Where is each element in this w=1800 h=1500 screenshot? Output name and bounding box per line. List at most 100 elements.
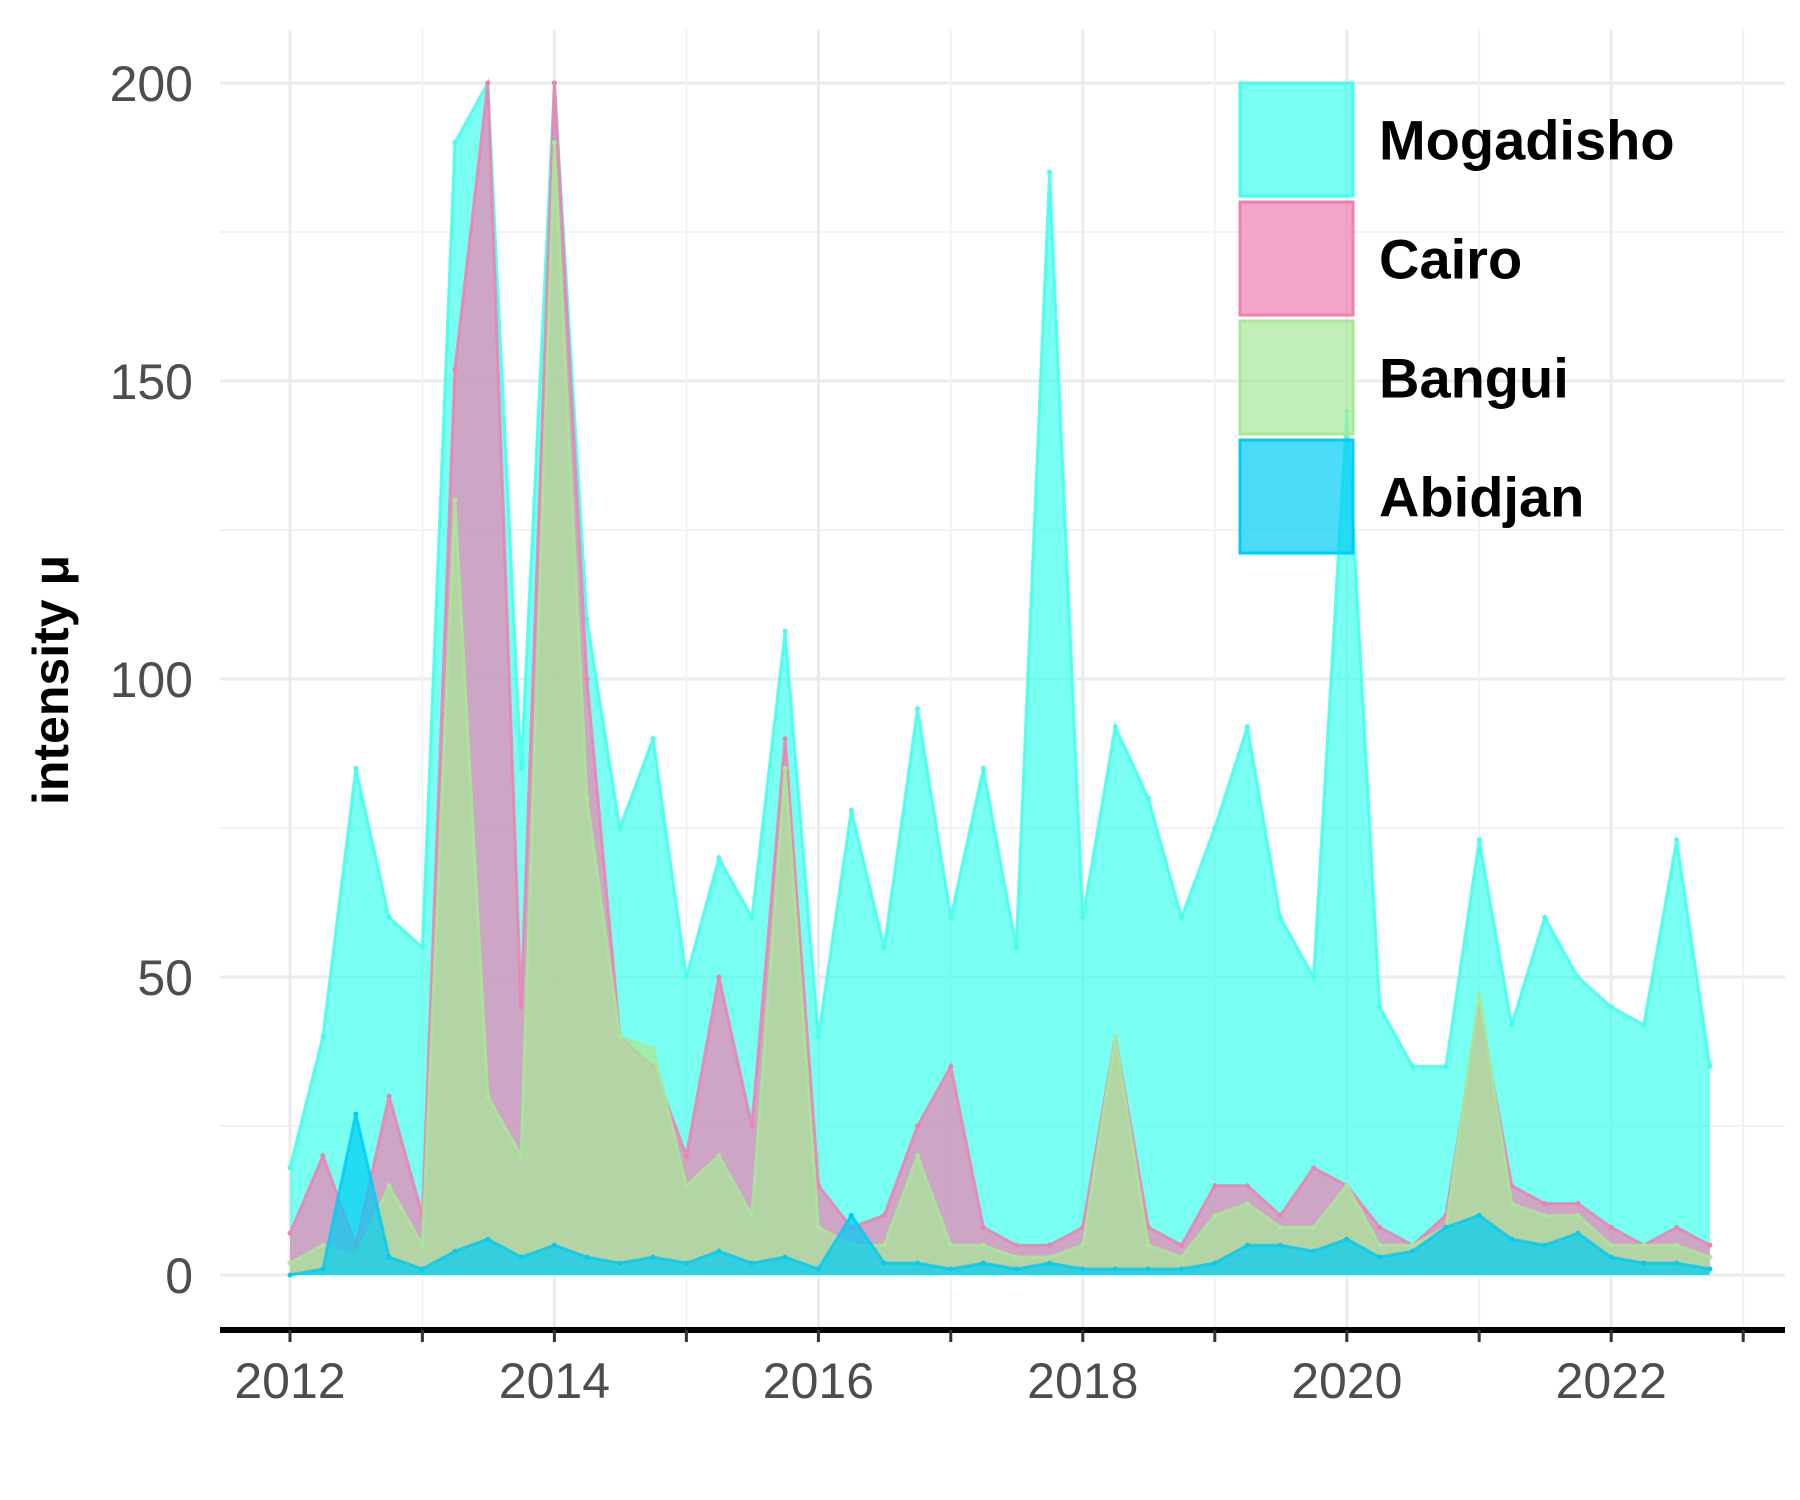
point-mogadisho — [1277, 914, 1283, 920]
legend-swatch-bangui — [1238, 319, 1355, 436]
point-abidjan — [848, 1212, 854, 1218]
x-axis: 2012 2014 2016 2018 2020 2022 — [220, 1327, 1785, 1409]
y-tick-label: 50 — [137, 950, 193, 1006]
point-abidjan — [782, 1254, 788, 1260]
point-bangui — [881, 1242, 887, 1248]
point-abidjan — [1476, 1212, 1482, 1218]
point-bangui — [1112, 1034, 1118, 1040]
point-mogadisho — [1410, 1063, 1416, 1069]
point-abidjan — [1509, 1236, 1515, 1242]
line-bangui — [289, 142, 1711, 1265]
point-bangui — [1047, 1254, 1053, 1260]
point-abidjan — [386, 1254, 392, 1260]
point-cairo — [915, 1123, 921, 1129]
point-bangui — [1080, 1242, 1086, 1248]
point-abidjan — [1641, 1260, 1647, 1266]
point-mogadisho — [815, 1034, 821, 1040]
point-cairo — [1244, 1183, 1250, 1189]
point-mogadisho — [287, 1165, 293, 1171]
point-bangui — [683, 1183, 689, 1189]
point-abidjan — [1047, 1260, 1053, 1266]
point-cairo — [452, 366, 458, 372]
point-bangui — [650, 1046, 656, 1052]
point-mogadisho — [1080, 914, 1086, 920]
legend-label-abidjan: Abidjan — [1379, 466, 1584, 529]
point-cairo — [881, 1212, 887, 1218]
point-mogadisho — [1377, 1004, 1383, 1010]
point-bangui — [1674, 1242, 1680, 1248]
point-bangui — [1013, 1254, 1019, 1260]
point-mogadisho — [915, 706, 921, 712]
point-mogadisho — [650, 736, 656, 742]
point-bangui — [782, 765, 788, 771]
point-abidjan — [1707, 1266, 1713, 1272]
point-mogadisho — [1509, 1022, 1515, 1028]
point-mogadisho — [1608, 1004, 1614, 1010]
area-bangui — [290, 142, 1710, 1276]
point-bangui — [716, 1153, 722, 1159]
point-abidjan — [948, 1266, 954, 1272]
point-abidjan — [1311, 1248, 1317, 1254]
legend: Mogadisho Cairo Bangui Abidjan — [1238, 81, 1675, 555]
point-bangui — [551, 140, 557, 146]
point-mogadisho — [1575, 974, 1581, 980]
point-cairo — [1674, 1224, 1680, 1230]
point-bangui — [1212, 1212, 1218, 1218]
legend-label-cairo: Cairo — [1379, 228, 1522, 291]
point-mogadisho — [617, 825, 623, 831]
point-abidjan — [1212, 1260, 1218, 1266]
point-bangui — [1542, 1212, 1548, 1218]
point-abidjan — [1080, 1266, 1086, 1272]
point-bangui — [1509, 1200, 1515, 1206]
point-bangui — [452, 497, 458, 503]
point-bangui — [584, 795, 590, 801]
point-bangui — [815, 1224, 821, 1230]
point-abidjan — [1410, 1248, 1416, 1254]
point-mogadisho — [419, 944, 425, 950]
point-abidjan — [452, 1248, 458, 1254]
point-mogadisho — [683, 974, 689, 980]
legend-label-bangui: Bangui — [1379, 347, 1569, 410]
point-cairo — [551, 80, 557, 86]
point-cairo — [1212, 1183, 1218, 1189]
y-tick-label: 100 — [110, 652, 193, 708]
point-cairo — [1311, 1165, 1317, 1171]
point-mogadisho — [1542, 914, 1548, 920]
point-abidjan — [1542, 1242, 1548, 1248]
point-mogadisho — [1707, 1063, 1713, 1069]
area-abidjan — [290, 1114, 1710, 1275]
y-tick-label: 150 — [110, 354, 193, 410]
point-mogadisho — [782, 628, 788, 634]
point-bangui — [980, 1242, 986, 1248]
point-bangui — [1179, 1254, 1185, 1260]
point-abidjan — [716, 1248, 722, 1254]
point-cairo — [1542, 1200, 1548, 1206]
point-bangui — [948, 1242, 954, 1248]
point-bangui — [617, 1034, 623, 1040]
point-abidjan — [1112, 1266, 1118, 1272]
point-cairo — [1277, 1212, 1283, 1218]
point-abidjan — [1344, 1236, 1350, 1242]
point-bangui — [320, 1242, 326, 1248]
point-mogadisho — [848, 807, 854, 813]
point-cairo — [948, 1063, 954, 1069]
point-abidjan — [485, 1236, 491, 1242]
x-tick-label: 2022 — [1556, 1353, 1667, 1409]
point-abidjan — [915, 1260, 921, 1266]
y-axis: 0 50 100 150 200 — [110, 56, 193, 1304]
point-mogadisho — [386, 914, 392, 920]
legend-swatch-abidjan — [1238, 438, 1355, 555]
point-bangui — [1476, 992, 1482, 998]
point-cairo — [485, 80, 491, 86]
point-abidjan — [1575, 1230, 1581, 1236]
point-cairo — [1377, 1224, 1383, 1230]
point-mogadisho — [1112, 724, 1118, 730]
point-cairo — [1179, 1242, 1185, 1248]
point-mogadisho — [452, 140, 458, 146]
point-bangui — [1344, 1183, 1350, 1189]
point-mogadisho — [1311, 974, 1317, 980]
point-abidjan — [1013, 1266, 1019, 1272]
point-mogadisho — [1047, 169, 1053, 175]
point-abidjan — [980, 1260, 986, 1266]
